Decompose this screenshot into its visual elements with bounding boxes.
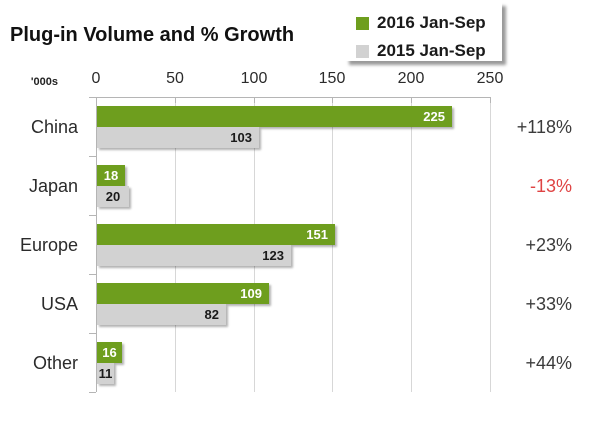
y-axis-tick-3 (89, 274, 96, 275)
bar-value-label: 123 (262, 248, 284, 263)
gray-square-icon (356, 44, 369, 58)
legend-label-2016: 2016 Jan-Sep (377, 13, 486, 32)
chart-title: Plug-in Volume and % Growth (10, 24, 295, 46)
bar-value-label: 103 (230, 130, 252, 145)
y-axis-tick-2 (89, 215, 96, 216)
axis-units-label: '000s (30, 76, 58, 88)
category-label-usa: USA (40, 294, 78, 314)
gridline-200 (411, 98, 412, 392)
x-axis-tick-0 (96, 98, 97, 103)
x-axis-tick-150 (332, 98, 333, 103)
bar-2015-other: 11 (97, 363, 114, 384)
x-tick-label-150: 150 (318, 70, 346, 87)
bar-value-label: 109 (240, 286, 262, 301)
x-tick-label-250: 250 (476, 70, 504, 87)
growth-label-japan: -13% (529, 176, 572, 196)
bar-2015-usa: 82 (97, 304, 226, 325)
growth-label-china: +118% (516, 117, 572, 137)
x-axis-line (89, 97, 491, 98)
bar-2015-europe: 123 (97, 245, 291, 266)
bar-value-label: 11 (98, 366, 113, 381)
growth-label-europe: +23% (525, 235, 572, 255)
legend: 2016 Jan-Sep 2015 Jan-Sep (345, 2, 502, 61)
bar-2016-other: 16 (97, 342, 122, 363)
bar-value-label: 20 (105, 189, 121, 204)
x-axis-tick-50 (175, 98, 176, 103)
bar-value-label: 151 (306, 227, 328, 242)
x-tick-label-50: 50 (166, 70, 184, 87)
category-label-japan: Japan (28, 176, 78, 196)
x-axis-tick-100 (254, 98, 255, 103)
bar-2016-usa: 109 (97, 283, 269, 304)
x-axis-tick-200 (411, 98, 412, 103)
green-square-icon (356, 16, 369, 30)
y-axis-tick-4 (89, 333, 96, 334)
bar-2016-china: 225 (97, 106, 452, 127)
bar-value-label: 225 (423, 109, 445, 124)
x-axis-tick-250 (490, 98, 491, 103)
x-tick-label-0: 0 (91, 70, 101, 87)
bar-2015-japan: 20 (97, 186, 129, 207)
gridline-250 (490, 98, 491, 392)
y-axis-tick-1 (89, 156, 96, 157)
growth-label-usa: +33% (525, 294, 572, 314)
x-tick-label-200: 200 (397, 70, 425, 87)
bar-value-label: 18 (103, 168, 119, 183)
y-axis-tick-5 (89, 392, 96, 393)
category-label-other: Other (32, 353, 78, 373)
bar-value-label: 82 (204, 307, 219, 322)
y-axis-line (96, 97, 97, 392)
bar-value-label: 16 (102, 345, 117, 360)
legend-item-2016: 2016 Jan-Sep (356, 13, 486, 33)
category-label-europe: Europe (19, 235, 78, 255)
growth-label-other: +44% (525, 353, 572, 373)
bar-2016-japan: 18 (97, 165, 125, 186)
y-axis-tick-0 (89, 97, 96, 98)
x-tick-label-100: 100 (240, 70, 268, 87)
legend-label-2015: 2015 Jan-Sep (377, 41, 486, 60)
gridline-150 (332, 98, 333, 392)
bar-2016-europe: 151 (97, 224, 335, 245)
category-label-china: China (30, 117, 78, 137)
bar-2015-china: 103 (97, 127, 259, 148)
legend-item-2015: 2015 Jan-Sep (356, 41, 486, 61)
